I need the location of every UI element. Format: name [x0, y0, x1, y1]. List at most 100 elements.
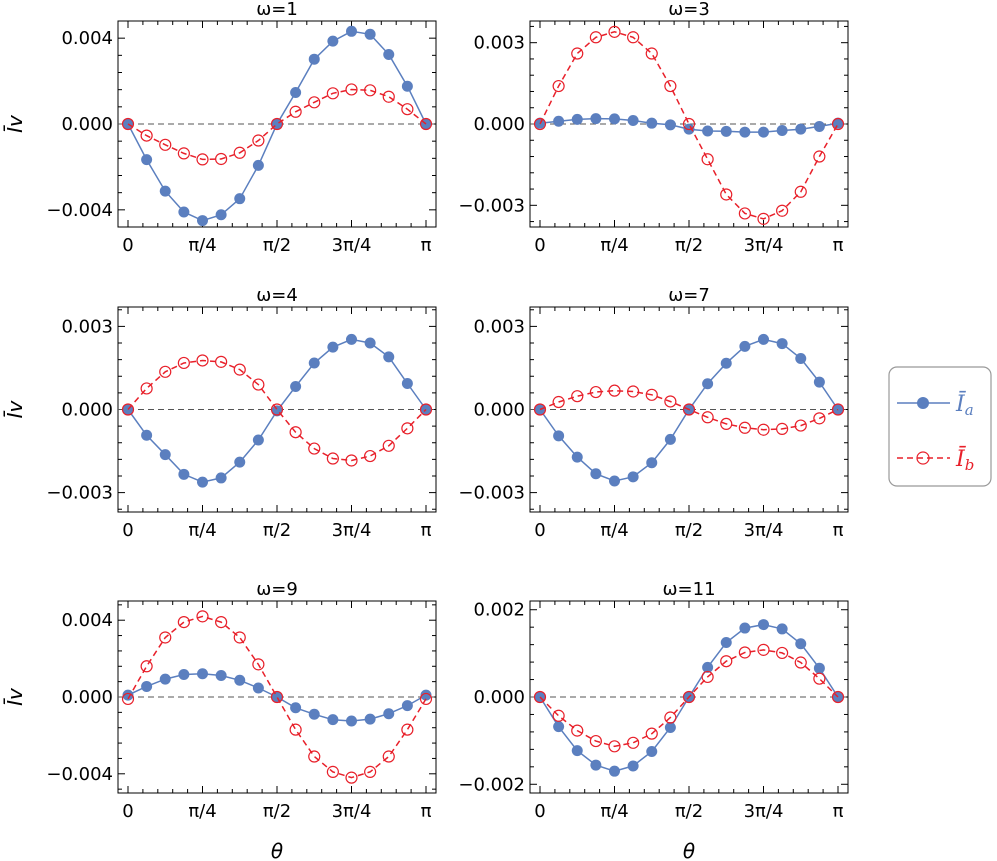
- series-a-point: [590, 468, 602, 480]
- panel-title: ω=9: [256, 579, 298, 600]
- legend-marker: [916, 451, 930, 465]
- series-a-point: [553, 721, 565, 733]
- series-b-point: [401, 103, 414, 116]
- series-b-point: [776, 422, 789, 435]
- series-a-point: [813, 376, 825, 388]
- y-tick-label: −0.003: [458, 195, 525, 216]
- series-a-point: [646, 457, 658, 469]
- series-a-point: [308, 357, 320, 369]
- series-a-point: [795, 638, 807, 650]
- panel-2: ω=3 −0.003 0.000 0.003 0 π/4 π/2 3π/4 π: [458, 0, 849, 256]
- series-b-point: [326, 87, 339, 100]
- series-b-point: [589, 385, 602, 399]
- series-a-point: [720, 636, 732, 648]
- series-a-point: [364, 28, 376, 40]
- series-a-point: [609, 475, 620, 487]
- x-tick-label: π: [833, 520, 844, 541]
- x-tick-label: π: [833, 801, 844, 822]
- series-a-point: [720, 357, 732, 369]
- series-a-point: [327, 35, 339, 47]
- x-tick-label: π/4: [600, 801, 628, 822]
- series-b-point: [738, 421, 751, 434]
- series-b-point: [326, 452, 339, 465]
- series-a-point: [383, 708, 395, 720]
- series-a-point: [141, 680, 153, 692]
- series-b-point: [215, 616, 228, 629]
- series-b-point: [140, 129, 153, 142]
- series-a-point: [590, 759, 602, 771]
- panel-3: ω=4 −0.003 0.000 0.003 0 π/4 π/2 3π/4 π Īv: [3, 285, 437, 541]
- y-tick-label: 0.000: [473, 400, 525, 421]
- series-b-point: [533, 403, 547, 416]
- x-tick-label: π/2: [263, 235, 291, 256]
- y-tick-label: 0.002: [473, 600, 525, 621]
- series-b-point: [552, 79, 565, 93]
- x-axis-label: θ: [683, 839, 695, 861]
- series-a-point: [234, 456, 246, 468]
- series-b-point: [308, 96, 321, 109]
- series-b-point: [701, 411, 714, 424]
- series-b-point: [794, 656, 807, 669]
- y-tick-label: −0.003: [46, 483, 113, 504]
- series-b-point: [831, 690, 845, 704]
- series-a-point: [590, 113, 602, 125]
- series-b-point: [215, 152, 228, 166]
- series-a-point: [664, 433, 676, 445]
- series-b-point: [813, 150, 826, 163]
- series-b-line: [127, 615, 427, 779]
- series-b-point: [757, 643, 770, 656]
- panel-title: ω=11: [662, 579, 715, 600]
- y-axis-label: Īv: [3, 687, 27, 706]
- y-tick-label: 0.000: [473, 114, 525, 135]
- series-b-point: [682, 690, 696, 704]
- series-a-point: [234, 193, 246, 205]
- series-b-point: [682, 117, 696, 131]
- series-b-point: [831, 403, 845, 416]
- series-b-point: [308, 750, 321, 763]
- y-tick-label: 0.000: [61, 400, 113, 421]
- series-a-point: [720, 125, 732, 137]
- series-a-point: [364, 337, 376, 349]
- x-tick-label: 3π/4: [744, 235, 784, 256]
- series-a-point: [553, 115, 565, 127]
- y-tick-label: −0.002: [458, 774, 525, 795]
- series-b-point: [177, 147, 190, 160]
- series-b-point: [682, 403, 696, 416]
- series-a-point: [401, 377, 413, 389]
- y-tick-label: 0.003: [473, 33, 525, 54]
- x-tick-label: π/4: [188, 801, 216, 822]
- x-tick-label: π: [833, 235, 844, 256]
- series-b-point: [533, 690, 547, 704]
- x-tick-label: 0: [534, 235, 545, 256]
- series-a-point: [739, 340, 751, 352]
- series-a-point: [215, 209, 227, 221]
- x-tick-label: π: [421, 520, 432, 541]
- series-b-point: [364, 449, 377, 463]
- series-a-point: [627, 471, 639, 483]
- series-b-point: [757, 423, 770, 436]
- panel-title: ω=7: [668, 285, 710, 306]
- y-tick-label: 0.000: [61, 687, 113, 708]
- series-b-point: [345, 83, 358, 96]
- x-tick-label: π/2: [263, 801, 291, 822]
- series-a-point: [159, 449, 171, 461]
- series-b-point: [720, 655, 733, 668]
- series-a-point: [664, 119, 676, 131]
- series-a-point: [141, 154, 153, 166]
- series-a-point: [252, 682, 264, 694]
- series-a-point: [739, 622, 751, 634]
- series-a-point: [271, 691, 283, 703]
- x-tick-label: π: [421, 801, 432, 822]
- x-tick-label: π: [421, 235, 432, 256]
- series-a-point: [327, 341, 339, 353]
- series-b-point: [645, 388, 658, 401]
- panel-title: ω=4: [256, 285, 298, 306]
- series-b-point: [794, 419, 807, 432]
- series-a-point: [776, 623, 788, 635]
- series-b-point: [419, 117, 433, 131]
- series-a-point: [159, 185, 171, 197]
- series-b-point: [571, 390, 584, 403]
- series-a-point: [813, 120, 825, 132]
- x-tick-label: 0: [122, 235, 133, 256]
- series-a-point: [401, 80, 413, 92]
